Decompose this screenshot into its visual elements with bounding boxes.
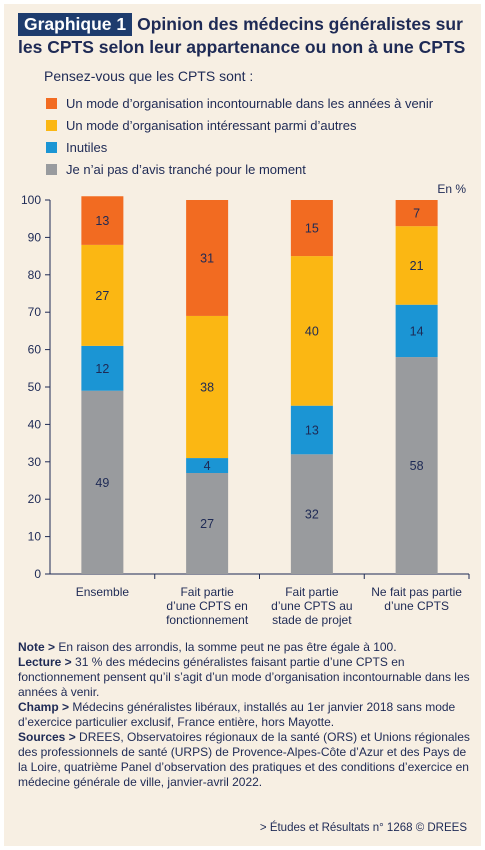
sources-label: Sources > <box>18 730 76 744</box>
legend-swatch <box>46 142 57 153</box>
bar-value-label: 49 <box>95 476 109 490</box>
sources-paragraph: Sources > DREES, Observatoires régionaux… <box>18 730 470 790</box>
title-text-1: Opinion des médecins généralistes sur <box>137 14 463 34</box>
bar-value-label: 58 <box>410 459 424 473</box>
bar-segment <box>290 454 333 574</box>
note-paragraph: Note > En raison des arrondis, la somme … <box>18 640 470 655</box>
bar-segment <box>186 315 229 459</box>
sources-text: DREES, Observatoires régionaux de la san… <box>18 730 470 789</box>
legend-label: Je n’ai pas d’avis tranché pour le momen… <box>66 162 306 177</box>
x-category-label: d’une CPTS au <box>271 599 352 613</box>
bar-segment <box>395 357 438 574</box>
bar-value-label: 13 <box>95 214 109 228</box>
bar-value-label: 38 <box>200 381 214 395</box>
chart-panel: Graphique 1 Opinion des médecins générali… <box>4 4 481 846</box>
bar-segment <box>186 458 229 474</box>
chart-title-line-1: Graphique 1 Opinion des médecins générali… <box>18 13 463 36</box>
y-tick-label: 50 <box>28 380 42 394</box>
bar-segment <box>290 405 333 455</box>
bar-segment <box>290 200 333 257</box>
bar-segment <box>186 473 229 574</box>
legend-swatch <box>46 164 57 175</box>
stacked-bar-chart: 0 10 20 30 40 50 60 70 80 90 100 49 12 27 13 Ensemble 27… <box>21 193 470 627</box>
y-tick-label: 100 <box>21 193 41 207</box>
y-tick-label: 10 <box>28 530 42 544</box>
legend-swatch <box>46 120 57 131</box>
lecture-paragraph: Lecture > 31 % des médecins généralistes… <box>18 655 470 700</box>
bar-segment <box>290 256 333 406</box>
source-citation: > Études et Résultats n° 1268 © DREES <box>259 822 467 834</box>
notes-block: Note > En raison des arrondis, la somme … <box>18 640 470 790</box>
survey-question: Pensez-vous que les CPTS sont : <box>44 68 254 84</box>
y-tick-label: 30 <box>28 455 42 469</box>
bar-segment <box>395 226 438 305</box>
bar-segment <box>395 304 438 358</box>
lecture-label: Lecture > <box>18 655 72 669</box>
bar-value-label: 27 <box>95 289 109 303</box>
bar-segment <box>81 390 124 574</box>
bar-value-label: 4 <box>204 459 211 473</box>
note-label: Note > <box>18 640 56 654</box>
y-tick-label: 70 <box>28 305 42 319</box>
legend-label: Un mode d’organisation intéressant parmi… <box>66 118 357 133</box>
bar-value-label: 27 <box>200 517 214 531</box>
bar-value-label: 21 <box>410 259 424 273</box>
legend-label: Inutiles <box>66 140 108 155</box>
bar-segment <box>81 244 124 346</box>
bar-segment <box>395 200 438 227</box>
bar-value-label: 40 <box>305 324 319 338</box>
y-tick-label: 0 <box>34 567 41 581</box>
unit-label: En % <box>437 182 466 196</box>
legend-swatch <box>46 98 57 109</box>
chart-title-line-2: les CPTS selon leur appartenance ou non … <box>18 37 466 57</box>
bar-value-label: 14 <box>410 324 424 338</box>
x-category-label: stade de projet <box>272 613 352 627</box>
bar-value-label: 13 <box>305 424 319 438</box>
bar-segment <box>186 200 229 316</box>
bar-value-label: 31 <box>200 251 214 265</box>
champ-label: Champ > <box>18 700 70 714</box>
x-category-label: Fait partie <box>180 585 234 599</box>
champ-paragraph: Champ > Médecins généralistes libéraux, … <box>18 700 470 730</box>
bar-value-label: 7 <box>413 207 420 221</box>
bar-value-label: 12 <box>95 362 109 376</box>
bar-value-label: 15 <box>305 222 319 236</box>
note-text: En raison des arrondis, la somme peut ne… <box>55 640 397 654</box>
bar-value-label: 32 <box>305 508 319 522</box>
y-tick-label: 90 <box>28 230 42 244</box>
x-category-label: d’une CPTS <box>384 599 449 613</box>
x-category-label: d’une CPTS en <box>166 599 247 613</box>
x-category-label: Fait partie <box>285 585 339 599</box>
champ-text: Médecins généralistes libéraux, installé… <box>18 700 456 729</box>
y-tick-label: 40 <box>28 417 42 431</box>
y-tick-label: 60 <box>28 343 42 357</box>
graphique-badge: Graphique 1 <box>18 13 133 36</box>
bar-segment <box>81 196 124 245</box>
lecture-text: 31 % des médecins généralistes faisant p… <box>18 655 470 699</box>
y-tick-label: 20 <box>28 492 42 506</box>
x-category-label: Ensemble <box>76 585 130 599</box>
x-category-label: Ne fait pas partie <box>371 585 462 599</box>
legend-label: Un mode d’organisation incontournable da… <box>66 96 434 111</box>
bar-segment <box>81 345 124 391</box>
y-tick-label: 80 <box>28 268 42 282</box>
x-category-label: fonctionnement <box>166 613 249 627</box>
